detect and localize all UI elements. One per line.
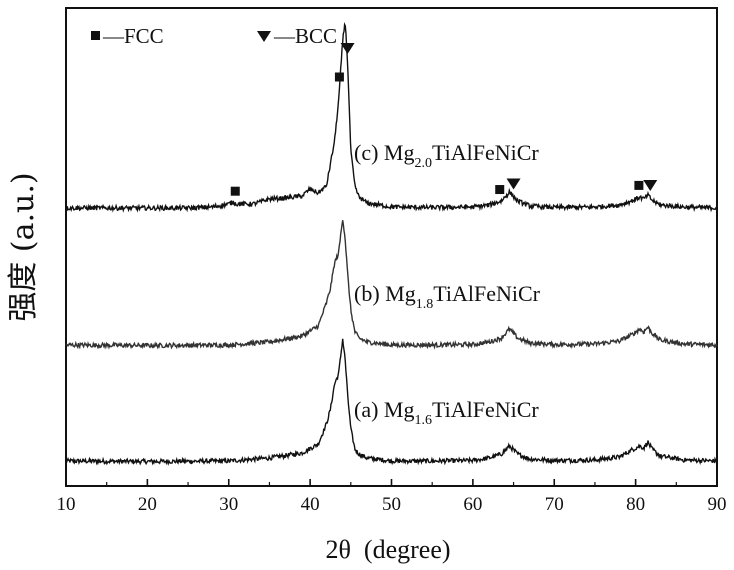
x-tick-label-70: 70	[545, 494, 564, 515]
legend: —FCC —BCC	[91, 24, 337, 48]
legend-bcc-label: —BCC	[273, 24, 337, 48]
legend-fcc-label: —FCC	[102, 24, 164, 48]
bcc-marker	[643, 180, 657, 191]
x-axis-title: 2θ (degree)	[325, 535, 450, 564]
x-tick-label-40: 40	[301, 494, 320, 515]
x-tick-label-60: 60	[463, 494, 482, 515]
fcc-marker	[335, 73, 344, 82]
x-tick-label-90: 90	[708, 494, 727, 515]
legend-bcc-marker	[257, 31, 271, 42]
series-label-b: (b) Mg1.8TiAlFeNiCr	[354, 281, 541, 312]
fcc-marker	[231, 187, 240, 196]
x-tick-label-80: 80	[626, 494, 645, 515]
bcc-marker	[507, 179, 521, 190]
x-axis-ticks: 10 20 30 40 50 60 70 80 90	[57, 479, 727, 515]
series-label-a: (a) Mg1.6TiAlFeNiCr	[354, 397, 539, 428]
x-tick-label-50: 50	[382, 494, 401, 515]
series-line-c	[66, 25, 717, 211]
x-tick-label-30: 30	[219, 494, 238, 515]
x-tick-label-10: 10	[57, 494, 76, 515]
y-axis-title: 强度 (a.u.)	[6, 172, 41, 321]
fcc-marker	[634, 181, 643, 190]
fcc-marker	[495, 185, 504, 194]
legend-fcc-marker	[91, 31, 100, 40]
series-label-c: (c) Mg2.0TiAlFeNiCr	[354, 140, 539, 171]
x-tick-label-20: 20	[138, 494, 157, 515]
phase-marker-layer	[231, 43, 658, 196]
